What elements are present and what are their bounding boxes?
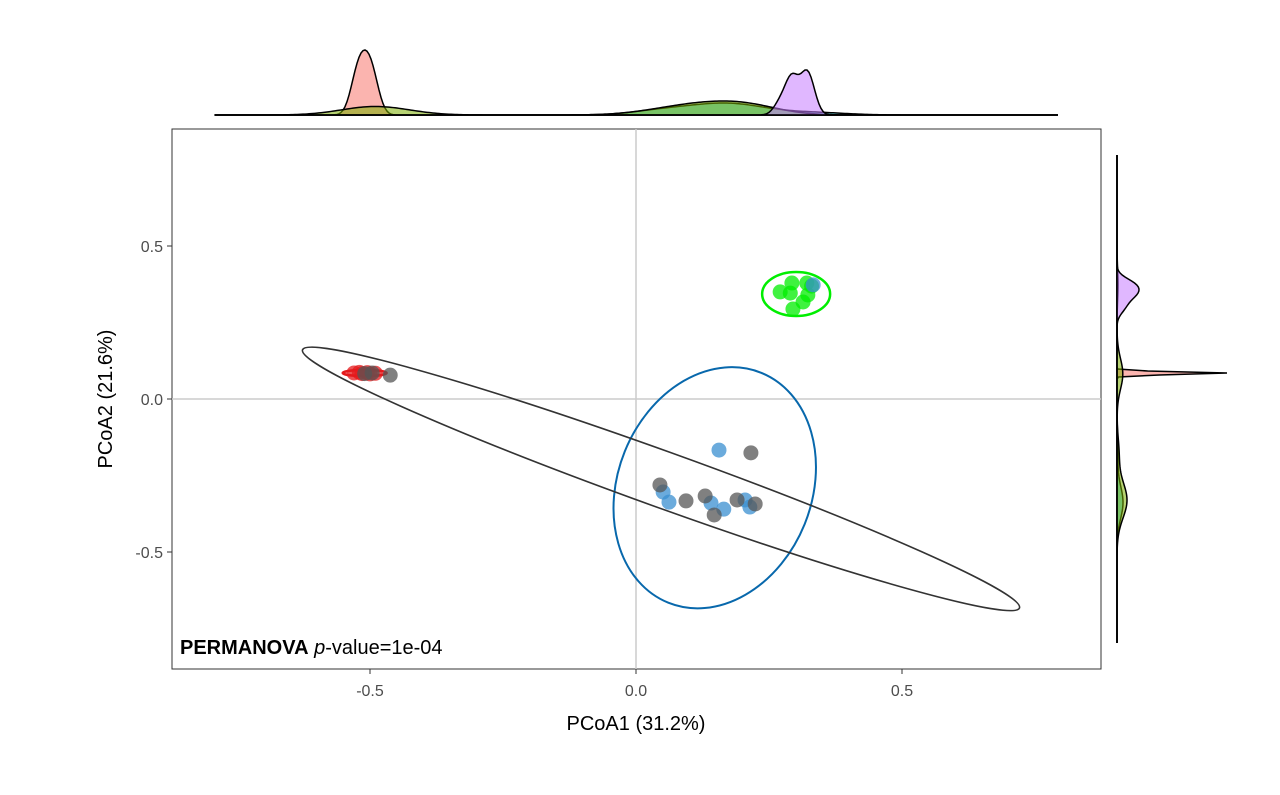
data-point [743, 445, 759, 461]
data-point [729, 492, 745, 508]
annotation-rest: -value=1e-04 [325, 637, 442, 659]
x-tick-label: -0.5 [356, 683, 384, 700]
annotation-bold: PERMANOVA [180, 637, 309, 659]
confidence-ellipse [760, 270, 832, 318]
data-point [747, 496, 763, 512]
confidence-ellipse [301, 346, 1021, 612]
confidence-ellipse [612, 366, 817, 610]
data-point [661, 494, 677, 510]
x-tick-label: 0.0 [625, 683, 647, 700]
permanova-annotation: PERMANOVA p-value=1e-04 [180, 637, 443, 659]
data-point [678, 493, 694, 509]
data-point [706, 507, 722, 523]
annotation-italic: p [313, 637, 325, 659]
y-tick-label: -0.5 [135, 545, 163, 562]
data-point [652, 477, 668, 493]
data-point [357, 366, 373, 382]
right-density-curve [1116, 155, 1128, 643]
x-axis-label: PCoA1 (31.2%) [567, 713, 706, 735]
y-tick-label: 0.5 [141, 239, 163, 256]
right-density-curve [1116, 155, 1140, 643]
top-density-curve [215, 49, 1058, 116]
data-point [711, 442, 727, 458]
top-density-curve [215, 100, 1058, 116]
right-density-curve [1116, 155, 1228, 643]
data-point [782, 285, 798, 301]
right-marginal-density [1116, 155, 1228, 643]
top-marginal-density [215, 49, 1058, 116]
data-point [382, 367, 398, 383]
x-tick-label: 0.5 [891, 683, 913, 700]
axis-ticks: -0.5 0.0 0.5 -0.5 0.0 0.5 [135, 239, 913, 700]
points [346, 275, 821, 523]
data-point [697, 488, 713, 504]
y-axis-label: PCoA2 (21.6%) [95, 330, 117, 469]
y-tick-label: 0.0 [141, 392, 163, 409]
data-point [805, 277, 821, 293]
data-point [785, 301, 801, 317]
top-density-curve [215, 69, 1058, 116]
